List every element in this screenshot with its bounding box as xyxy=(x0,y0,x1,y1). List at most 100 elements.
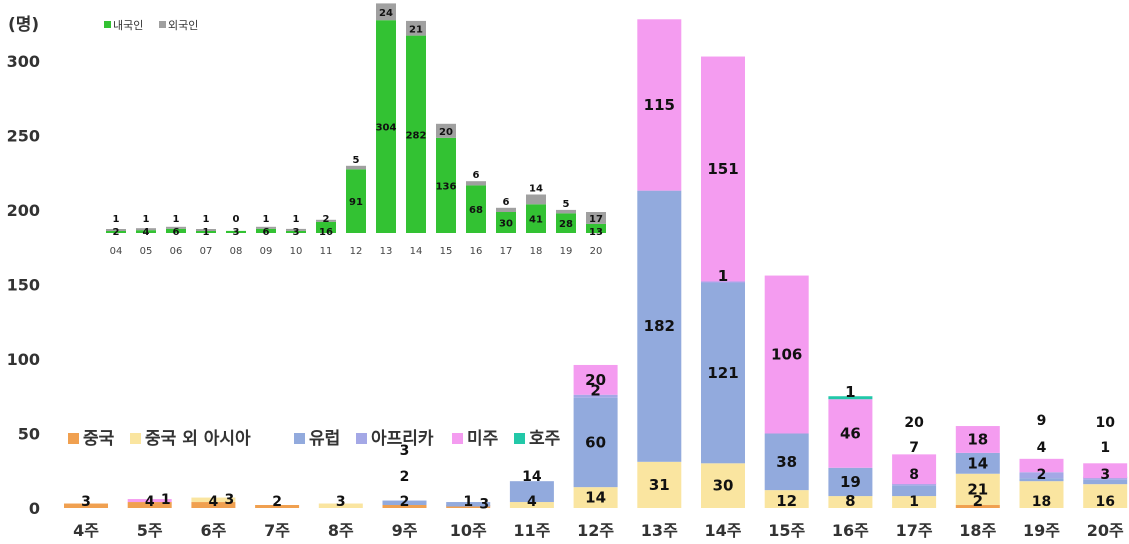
data-label: 1 xyxy=(909,494,919,510)
inset-bar-domestic xyxy=(346,169,366,233)
bar-segment xyxy=(701,463,745,508)
inset-label-domestic: 28 xyxy=(559,219,573,230)
legend-label: 아프리카 xyxy=(371,429,434,449)
y-tick-label: 300 xyxy=(7,52,40,71)
inset-x-tick-label: 16 xyxy=(470,246,483,257)
inset-bar-domestic xyxy=(496,212,516,233)
inset-bar-domestic xyxy=(106,231,126,233)
data-label: 2 xyxy=(1037,467,1047,483)
x-axis: 4주 5주 6주 7주 8주 9주 10주 11주 12주 13주 14주 15주 16주 17주 18주 1… xyxy=(73,521,1124,540)
legend-swatch xyxy=(68,433,79,444)
inset-bar-domestic xyxy=(526,204,546,233)
y-tick-label: 0 xyxy=(29,499,40,518)
inset-x-tick-label: 13 xyxy=(380,246,393,257)
data-label: 115 xyxy=(644,96,675,114)
inset-x-tick-label: 04 xyxy=(110,246,123,257)
data-label: 2 xyxy=(272,494,282,510)
inset-label-domestic: 16 xyxy=(319,227,333,238)
data-label: 12 xyxy=(776,492,797,510)
inset-label-foreign: 1 xyxy=(173,214,180,225)
inset-label-foreign: 20 xyxy=(439,127,453,138)
data-label: 9 xyxy=(1037,413,1047,429)
x-tick-label: 15주 xyxy=(768,521,805,540)
bar-segment xyxy=(509,481,554,503)
legend-swatch xyxy=(514,433,525,444)
inset-bar-domestic xyxy=(226,230,246,233)
legend-label: 중국 xyxy=(83,429,115,449)
x-tick-label: 20주 xyxy=(1087,521,1124,540)
data-label: 16 xyxy=(1095,494,1114,510)
data-label: 7 xyxy=(909,440,919,456)
legend-swatch xyxy=(130,433,141,444)
inset-label-foreign: 14 xyxy=(529,184,543,195)
bar-segment xyxy=(382,500,427,506)
x-tick-label: 18주 xyxy=(959,521,996,540)
data-label: 1 xyxy=(1100,440,1110,456)
bar-segment xyxy=(955,452,1000,474)
inset-label-foreign: 24 xyxy=(379,8,393,19)
data-label: 14 xyxy=(585,489,606,507)
inset-bar-domestic xyxy=(196,231,216,233)
x-tick-label: 9주 xyxy=(392,521,418,540)
inset-label-domestic: 3 xyxy=(293,227,300,238)
inset-label-foreign: 1 xyxy=(143,214,150,225)
bar-segment xyxy=(892,485,937,497)
bar-segment xyxy=(318,503,363,508)
legend-label: 미주 xyxy=(467,429,499,449)
data-label: 20 xyxy=(904,415,924,431)
data-label: 121 xyxy=(707,364,738,382)
bar-segment xyxy=(892,496,937,508)
data-label: 1 xyxy=(463,494,473,510)
inset-bar-domestic xyxy=(376,20,396,234)
bar-segment xyxy=(637,19,682,191)
data-label: 3 xyxy=(400,443,410,459)
bar-segment xyxy=(1019,458,1064,473)
inset-label-domestic: 68 xyxy=(469,205,483,216)
inset-bar-domestic xyxy=(556,213,576,233)
inset-label-foreign: 0 xyxy=(233,214,240,225)
data-label: 4 xyxy=(527,494,537,510)
x-tick-label: 12주 xyxy=(577,521,614,540)
bar-segment xyxy=(573,394,618,398)
data-label: 18 xyxy=(967,430,988,448)
inset-bar-foreign xyxy=(316,219,336,222)
inset-chart: 2104410561061107300861093110162119151230… xyxy=(104,3,606,257)
x-tick-label: 8주 xyxy=(328,521,354,540)
data-label: 21 xyxy=(967,480,988,498)
x-tick-label: 4주 xyxy=(73,521,99,540)
inset-bar-foreign xyxy=(526,194,546,205)
data-label: 106 xyxy=(771,346,802,364)
x-tick-label: 16주 xyxy=(832,521,869,540)
legend-swatch xyxy=(294,433,305,444)
inset-bar-domestic xyxy=(466,185,486,233)
y-axis-label: (명) xyxy=(8,15,39,35)
inset-x-tick-label: 05 xyxy=(140,246,153,257)
bar-segment xyxy=(127,499,172,503)
inset-label-foreign: 5 xyxy=(353,155,360,166)
inset-bar-foreign xyxy=(586,212,606,224)
inset-label-domestic: 41 xyxy=(529,215,543,226)
inset-bar-foreign xyxy=(196,229,216,231)
bar-segment xyxy=(127,502,172,508)
inset-bar-foreign xyxy=(256,226,276,229)
x-tick-label: 19주 xyxy=(1023,521,1060,540)
inset-bar-foreign xyxy=(496,207,516,212)
inset-x-tick-label: 19 xyxy=(560,246,573,257)
inset-bar-domestic xyxy=(586,223,606,233)
bar-segment xyxy=(1019,472,1064,479)
y-tick-label: 100 xyxy=(7,350,40,369)
bar-segment xyxy=(637,190,682,462)
inset-bar-domestic xyxy=(286,230,306,233)
legend-swatch xyxy=(356,433,367,444)
bar-segment xyxy=(509,502,554,508)
bar-segment xyxy=(1019,481,1064,508)
inset-label-foreign: 1 xyxy=(113,214,120,225)
bar-segment xyxy=(573,487,618,508)
inset-label-domestic: 282 xyxy=(406,130,427,141)
data-label: 19 xyxy=(840,473,861,491)
x-tick-label: 14주 xyxy=(705,521,742,540)
legend-label: 중국 외 아시아 xyxy=(145,429,251,449)
inset-label-foreign: 1 xyxy=(263,214,270,225)
data-label: 18 xyxy=(1032,494,1051,510)
inset-label-foreign: 21 xyxy=(409,24,423,35)
